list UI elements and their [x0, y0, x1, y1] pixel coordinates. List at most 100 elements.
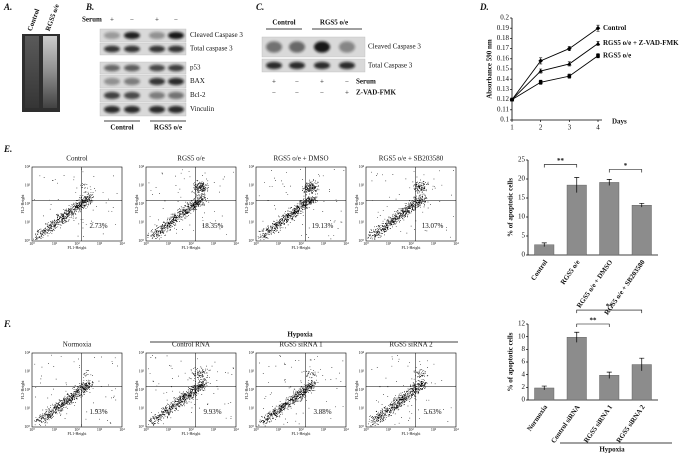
significance-label: ** — [557, 157, 565, 165]
significance-bracket — [608, 169, 643, 173]
significance-label: ** — [606, 303, 614, 311]
flow-tick: 10⁰ — [358, 238, 364, 243]
blot-band — [168, 31, 184, 40]
error-bar — [639, 357, 645, 371]
sign: − — [174, 16, 178, 24]
panel-label: F. — [3, 319, 11, 329]
flow-tick: 10³ — [321, 241, 327, 246]
group-label: Control — [272, 19, 295, 27]
sign: − — [345, 78, 349, 86]
blot-band — [104, 64, 120, 72]
flow-tick: 10² — [298, 427, 304, 432]
significance-label: ** — [590, 317, 598, 325]
blot-band — [266, 61, 282, 70]
flow-title: RGS5 o/e + DMSO — [273, 155, 328, 163]
blot-strip — [99, 102, 187, 117]
flow-tick: 10⁰ — [29, 427, 35, 432]
flow-tick: 10³ — [359, 182, 365, 187]
flow-tick: 10³ — [25, 182, 31, 187]
x-tick-label: 4 — [596, 124, 600, 132]
blot-band — [168, 45, 184, 53]
flow-tick: 10⁰ — [138, 424, 144, 429]
flow-tick: 10⁴ — [25, 350, 31, 355]
flow-tick: 10⁴ — [359, 164, 365, 169]
flow-tick: 10¹ — [386, 427, 392, 432]
flow-tick: 10² — [408, 427, 414, 432]
flow-x-label: FL1-Height — [402, 431, 422, 436]
flow-title: RGS5 siRNA 2 — [389, 341, 433, 349]
blot-strip — [261, 58, 366, 73]
y-tick-label: 0 — [522, 251, 526, 259]
flow-tick: 10³ — [211, 427, 217, 432]
flow-tick: 10¹ — [386, 241, 392, 246]
flow-tick: 10⁴ — [119, 427, 125, 432]
y-tick-label: 12 — [518, 320, 526, 328]
flow-tick: 10⁴ — [359, 350, 365, 355]
flow-events — [257, 169, 345, 241]
blot-label: Total caspase 3 — [190, 45, 233, 53]
blot-band — [124, 105, 140, 114]
flow-tick: 10¹ — [276, 427, 282, 432]
significance-label: * — [624, 162, 628, 170]
marker — [567, 61, 572, 66]
flow-tick: 10⁰ — [138, 238, 144, 243]
flow-tick: 10⁰ — [253, 241, 259, 246]
y-tick-label: 5 — [522, 232, 526, 240]
blot-band — [168, 91, 184, 100]
flow-percent: 19.13% — [312, 222, 334, 230]
flow-tick: 10³ — [431, 427, 437, 432]
blot-band — [104, 45, 120, 53]
blot-band — [124, 91, 140, 100]
flow-tick: 10⁴ — [119, 241, 125, 246]
x-tick-label: Control — [529, 258, 549, 282]
flow-events — [368, 355, 452, 427]
blot-strip — [99, 28, 187, 43]
x-tick-label: RGS5 siRNA 1 — [582, 403, 614, 444]
y-tick-label: 0.18 — [497, 34, 510, 42]
panel-label: B. — [85, 2, 94, 12]
y-tick-label: 0.2 — [500, 14, 509, 22]
y-tick-label: 0.16 — [497, 54, 510, 62]
gel-lane — [25, 36, 39, 108]
condition-label: Hypoxia — [287, 331, 313, 339]
flow-y-label: FL2-Height — [20, 380, 25, 400]
y-tick-label: 0.15 — [497, 65, 510, 73]
x-tick-label: RGS5 siRNA 2 — [615, 403, 647, 444]
blot-strip — [99, 74, 187, 89]
error-bar — [606, 179, 612, 186]
bar — [566, 337, 587, 401]
series-line — [511, 43, 599, 100]
blot-band — [104, 91, 120, 100]
sign: + — [110, 16, 114, 24]
legend-label: Control — [603, 24, 626, 32]
flow-tick: 10¹ — [139, 405, 145, 410]
flow-percent: 1.93% — [90, 408, 108, 416]
y-tick-label: 0 — [522, 396, 526, 404]
flow-plot — [255, 166, 347, 242]
flow-tick: 10³ — [249, 182, 255, 187]
flow-y-label: FL2-Height — [354, 194, 359, 214]
flow-tick: 10⁴ — [453, 427, 459, 432]
flow-tick: 10¹ — [166, 241, 172, 246]
marker — [538, 80, 543, 85]
flow-tick: 10¹ — [25, 219, 31, 224]
flow-tick: 10⁰ — [253, 427, 259, 432]
flow-tick: 10¹ — [139, 219, 145, 224]
flow-percent: 5.63% — [424, 408, 442, 416]
blot-band — [289, 61, 305, 70]
flow-x-label: FL1-Height — [182, 431, 202, 436]
flow-tick: 10² — [188, 241, 194, 246]
flow-tick: 10³ — [139, 182, 145, 187]
group-label: RGS5 o/e — [320, 19, 348, 27]
group-label: Control — [110, 124, 133, 132]
blot-band — [168, 105, 184, 114]
flow-tick: 10⁰ — [24, 424, 30, 429]
axis — [511, 18, 602, 121]
blot-strip — [261, 36, 366, 58]
flow-plot — [145, 352, 237, 428]
flow-percent: 3.88% — [314, 408, 332, 416]
flow-tick: 10¹ — [52, 241, 58, 246]
flow-tick: 10² — [359, 387, 365, 392]
flow-tick: 10⁰ — [143, 427, 149, 432]
flow-tick: 10³ — [97, 241, 103, 246]
